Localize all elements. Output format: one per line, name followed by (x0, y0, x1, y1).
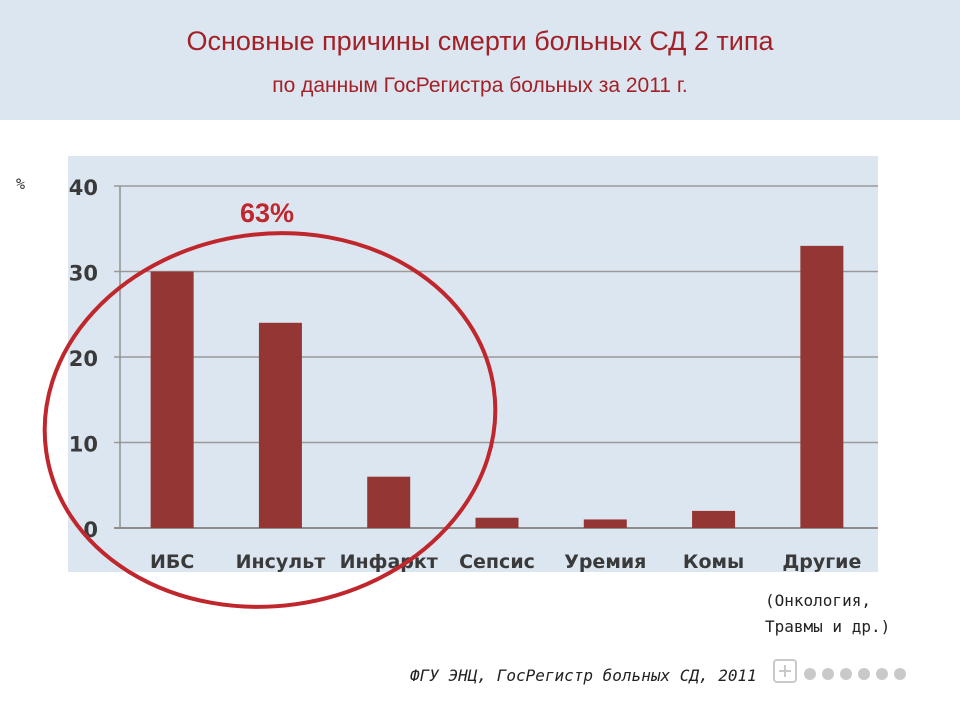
y-tick-label: 30 (69, 262, 98, 286)
highlight-label: 63% (240, 198, 294, 228)
bar-7 (800, 245, 844, 528)
x-tick-label: Другие (782, 551, 861, 573)
source-caption: ФГУ ЭНЦ, ГосРегистр больных СД, 2011 (410, 666, 757, 685)
watermark-logo (773, 659, 906, 683)
header-banner: Основные причины смерти больных СД 2 тип… (0, 0, 960, 120)
bar-6 (692, 510, 736, 528)
x-tick-label: ИБС (150, 551, 194, 573)
page-subtitle: по данным ГосРегистра больных за 2011 г. (272, 74, 688, 97)
bar-4 (475, 517, 519, 528)
y-unit-label: % (16, 175, 26, 193)
bar-5 (583, 519, 627, 528)
y-tick-label: 10 (69, 433, 98, 457)
y-tick-label: 40 (69, 176, 98, 200)
x-tick-label: Сепсис (459, 551, 535, 573)
x-tick-label: Инсульт (236, 551, 326, 573)
highlight-ellipse (42, 231, 498, 609)
chart-panel (68, 156, 878, 572)
x-tick-label: Инфаркт (340, 551, 438, 573)
x-tick-label: Уремия (564, 551, 646, 573)
bar-2 (258, 322, 302, 528)
bar-3 (367, 476, 411, 528)
y-tick-label: 20 (69, 347, 98, 371)
others-note-line2: Травмы и др.) (765, 617, 891, 636)
others-note-line1: (Онкология, (765, 591, 871, 610)
page-title: Основные причины смерти больных СД 2 тип… (186, 26, 774, 56)
x-tick-label: Комы (683, 551, 744, 573)
bar-1 (150, 271, 194, 528)
others-note: (Онкология, Травмы и др.) (765, 588, 890, 640)
